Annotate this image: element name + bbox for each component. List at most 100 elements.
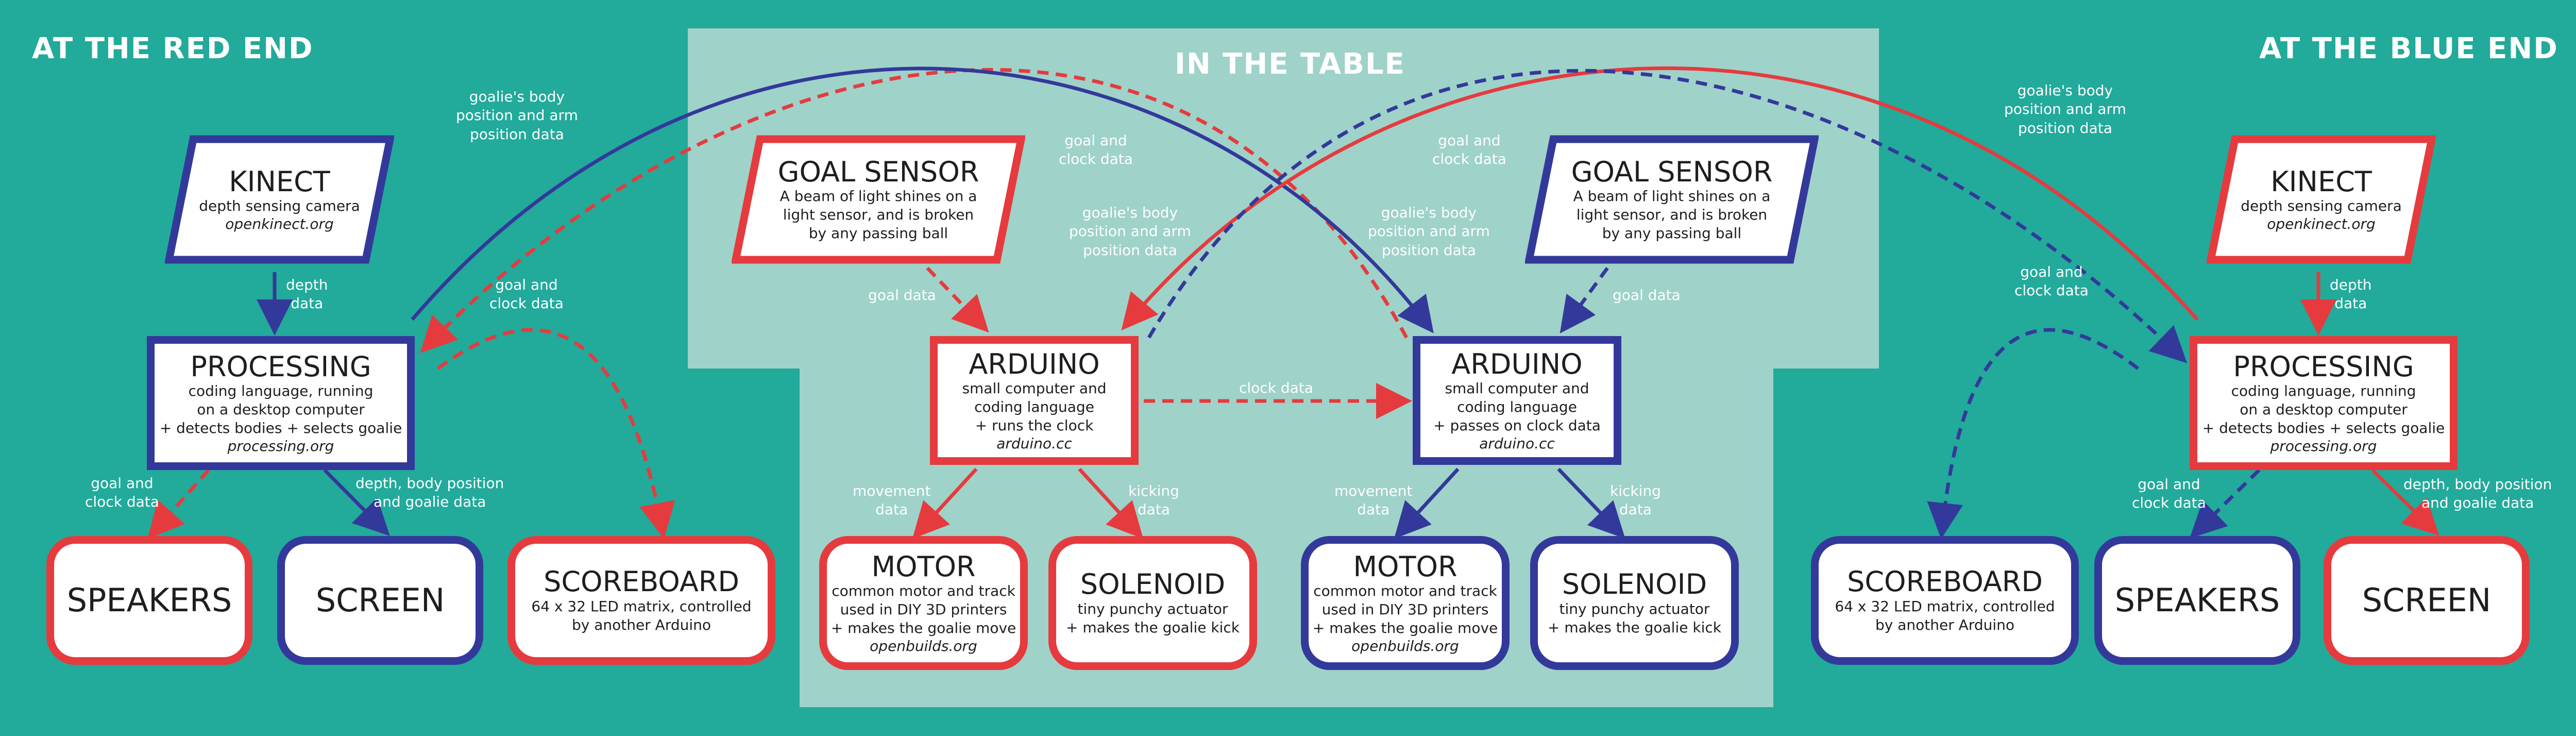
- section-title-red-end: AT THE RED END: [32, 32, 314, 65]
- solenoid-blue-desc-1: tiny punchy actuator: [1559, 600, 1710, 617]
- arrow-goalsensor-arduino-red: [926, 266, 989, 333]
- screen-red-title: SCREEN: [315, 581, 445, 619]
- label-goal-data-red: goal data: [868, 287, 936, 304]
- motor-blue-desc-1: common motor and track: [1313, 582, 1497, 600]
- speakers-blue-node: SPEAKERS: [2094, 536, 2300, 665]
- arrow-arduino-solenoid-blue: [1557, 467, 1625, 539]
- processing-red-desc-1: coding language, running: [188, 382, 374, 400]
- kinect-blue-url: openkinect.org: [2267, 215, 2376, 233]
- label-goalie-body-arm-blue: goalie's body position and arm position …: [2004, 82, 2126, 137]
- processing-blue-title: PROCESSING: [2233, 350, 2414, 383]
- label-movement-red: movement data: [853, 482, 931, 518]
- arrow-processing-blue-arduino-red: [1121, 66, 2199, 331]
- scoreboard-red-title: SCOREBOARD: [544, 565, 739, 598]
- section-title-blue-end: AT THE BLUE END: [2259, 32, 2558, 65]
- goal-sensor-blue-desc-3: by any passing ball: [1602, 224, 1742, 242]
- kinect-blue-title: KINECT: [2270, 165, 2372, 198]
- scoreboard-red-desc-2: by another Arduino: [572, 616, 711, 633]
- goal-sensor-blue-node: GOAL SENSOR A beam of light shines on a …: [1525, 135, 1819, 264]
- label-goal-clock-red-speakers: goal and clock data: [85, 475, 159, 511]
- arduino-red-node: ARDUINO small computer and coding langua…: [930, 336, 1139, 465]
- goal-sensor-red-desc-3: by any passing ball: [808, 224, 948, 242]
- label-depth-data-red: depth data: [286, 276, 328, 312]
- solenoid-red-desc-1: tiny punchy actuator: [1077, 600, 1228, 617]
- motor-red-desc-2: used in DIY 3D printers: [840, 601, 1007, 618]
- goal-sensor-blue-desc-1: A beam of light shines on a: [1573, 187, 1771, 205]
- kinect-red-url: openkinect.org: [225, 215, 334, 233]
- arduino-blue-url: arduino.cc: [1479, 434, 1555, 452]
- arduino-blue-desc-2: coding language: [1457, 398, 1577, 416]
- label-kicking-red: kicking data: [1128, 482, 1179, 518]
- arrow-processing-scoreboard-red: [436, 328, 675, 539]
- solenoid-blue-title: SOLENOID: [1562, 568, 1707, 601]
- arrow-arduino-red-processing-blue: [1147, 69, 2188, 363]
- goal-sensor-red-node: GOAL SENSOR A beam of light shines on a …: [732, 135, 1025, 264]
- processing-red-desc-2: on a desktop computer: [197, 401, 365, 419]
- motor-red-desc-1: common motor and track: [832, 582, 1015, 600]
- motor-blue-url: openbuilds.org: [1351, 637, 1459, 655]
- label-kicking-blue: kicking data: [1610, 482, 1661, 518]
- arduino-blue-desc-3: + passes on clock data: [1433, 417, 1601, 434]
- solenoid-red-title: SOLENOID: [1080, 568, 1226, 601]
- solenoid-blue-desc-2: + makes the goalie kick: [1548, 618, 1721, 636]
- arrow-arduino-solenoid-red: [1078, 467, 1144, 539]
- motor-red-title: MOTOR: [871, 550, 976, 583]
- label-goal-clock-table-right: goal and clock data: [1432, 132, 1506, 168]
- arduino-red-desc-1: small computer and: [962, 380, 1107, 397]
- arrow-processing-speakers-blue: [2190, 469, 2261, 539]
- processing-red-url: processing.org: [227, 437, 334, 455]
- solenoid-red-node: SOLENOID tiny punchy actuator + makes th…: [1048, 536, 1257, 670]
- motor-red-url: openbuilds.org: [870, 637, 977, 655]
- arduino-red-title: ARDUINO: [969, 348, 1100, 381]
- arduino-blue-desc-1: small computer and: [1445, 380, 1589, 397]
- arduino-blue-title: ARDUINO: [1451, 348, 1583, 381]
- label-goal-clock-red-scoreboard: goal and clock data: [489, 276, 564, 312]
- processing-blue-node: PROCESSING coding language, running on a…: [2190, 336, 2458, 470]
- scoreboard-red-node: SCOREBOARD 64 x 32 LED matrix, controlle…: [507, 536, 775, 665]
- processing-red-title: PROCESSING: [190, 350, 371, 383]
- section-title-table: IN THE TABLE: [1175, 47, 1405, 81]
- processing-blue-url: processing.org: [2270, 437, 2377, 455]
- scoreboard-blue-node: SCOREBOARD 64 x 32 LED matrix, controlle…: [1811, 536, 2079, 665]
- processing-blue-desc-1: coding language, running: [2231, 382, 2416, 400]
- motor-blue-desc-2: used in DIY 3D printers: [1321, 601, 1489, 618]
- label-goal-clock-blue-speakers: goal and clock data: [2132, 476, 2206, 512]
- arrow-processing-scoreboard-blue: [1927, 328, 2140, 539]
- screen-blue-node: SCREEN: [2324, 536, 2530, 665]
- label-goalie-body-arm-red: goalie's body position and arm position …: [456, 88, 578, 143]
- motor-red-desc-3: + makes the goalie move: [831, 620, 1016, 637]
- screen-blue-title: SCREEN: [2362, 581, 2492, 619]
- arrow-arduino-motor-blue: [1394, 467, 1460, 539]
- label-goal-clock-blue-scoreboard: goal and clock data: [2014, 263, 2089, 299]
- kinect-blue-node: KINECT depth sensing camera openkinect.o…: [2207, 135, 2436, 264]
- arduino-red-desc-3: + runs the clock: [975, 417, 1094, 434]
- processing-blue-desc-3: + detects bodies + selects goalie: [2202, 420, 2445, 437]
- label-movement-blue: movement data: [1334, 482, 1413, 518]
- arduino-red-desc-2: coding language: [974, 398, 1094, 416]
- kinect-red-title: KINECT: [229, 165, 330, 198]
- goal-sensor-blue-title: GOAL SENSOR: [1571, 155, 1773, 188]
- arrow-processing-speakers-red: [147, 469, 210, 539]
- arduino-blue-node: ARDUINO small computer and coding langua…: [1413, 336, 1621, 465]
- motor-blue-desc-3: + makes the goalie move: [1312, 620, 1498, 637]
- arrow-processing-screen-blue: [2371, 469, 2439, 536]
- scoreboard-blue-desc-1: 64 x 32 LED matrix, controlled: [1835, 597, 2055, 615]
- goal-sensor-red-title: GOAL SENSOR: [777, 155, 979, 188]
- arduino-red-url: arduino.cc: [996, 434, 1072, 452]
- arrow-goalsensor-arduino-blue: [1560, 266, 1609, 333]
- speakers-red-title: SPEAKERS: [66, 581, 232, 619]
- speakers-blue-title: SPEAKERS: [2114, 581, 2280, 619]
- kinect-red-node: KINECT depth sensing camera openkinect.o…: [165, 135, 394, 264]
- scoreboard-blue-desc-2: by another Arduino: [1875, 616, 2014, 633]
- label-goalie-body-arm-table-right: goalie's body position and arm position …: [1368, 204, 1490, 259]
- motor-blue-node: MOTOR common motor and track used in DIY…: [1301, 536, 1510, 670]
- label-clock-data: clock data: [1239, 379, 1313, 396]
- kinect-red-desc: depth sensing camera: [199, 197, 360, 215]
- scoreboard-red-desc-1: 64 x 32 LED matrix, controlled: [531, 597, 752, 615]
- arrow-processing-screen-red: [323, 469, 390, 536]
- motor-red-node: MOTOR common motor and track used in DIY…: [819, 536, 1028, 670]
- processing-red-desc-3: + detects bodies + selects goalie: [159, 420, 402, 437]
- goal-sensor-red-desc-1: A beam of light shines on a: [779, 187, 977, 205]
- goal-sensor-blue-desc-2: light sensor, and is broken: [1576, 206, 1768, 223]
